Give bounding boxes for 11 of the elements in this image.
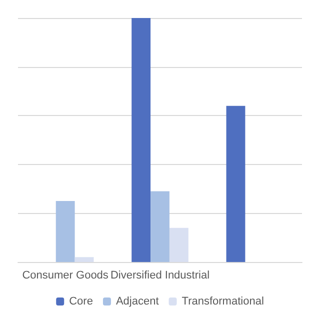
bar: [56, 201, 75, 262]
x-tick-label: Diversified Industrial: [110, 270, 210, 282]
bar: [169, 228, 188, 262]
bar: [74, 257, 94, 262]
bar: [150, 191, 170, 262]
x-tick-label: Consumer Goods: [22, 270, 109, 282]
legend-label: Transformational: [182, 296, 264, 308]
bar: [132, 18, 151, 262]
legend-label: Core: [69, 296, 93, 308]
legend-label: Adjacent: [116, 296, 159, 308]
bar: [226, 106, 246, 262]
